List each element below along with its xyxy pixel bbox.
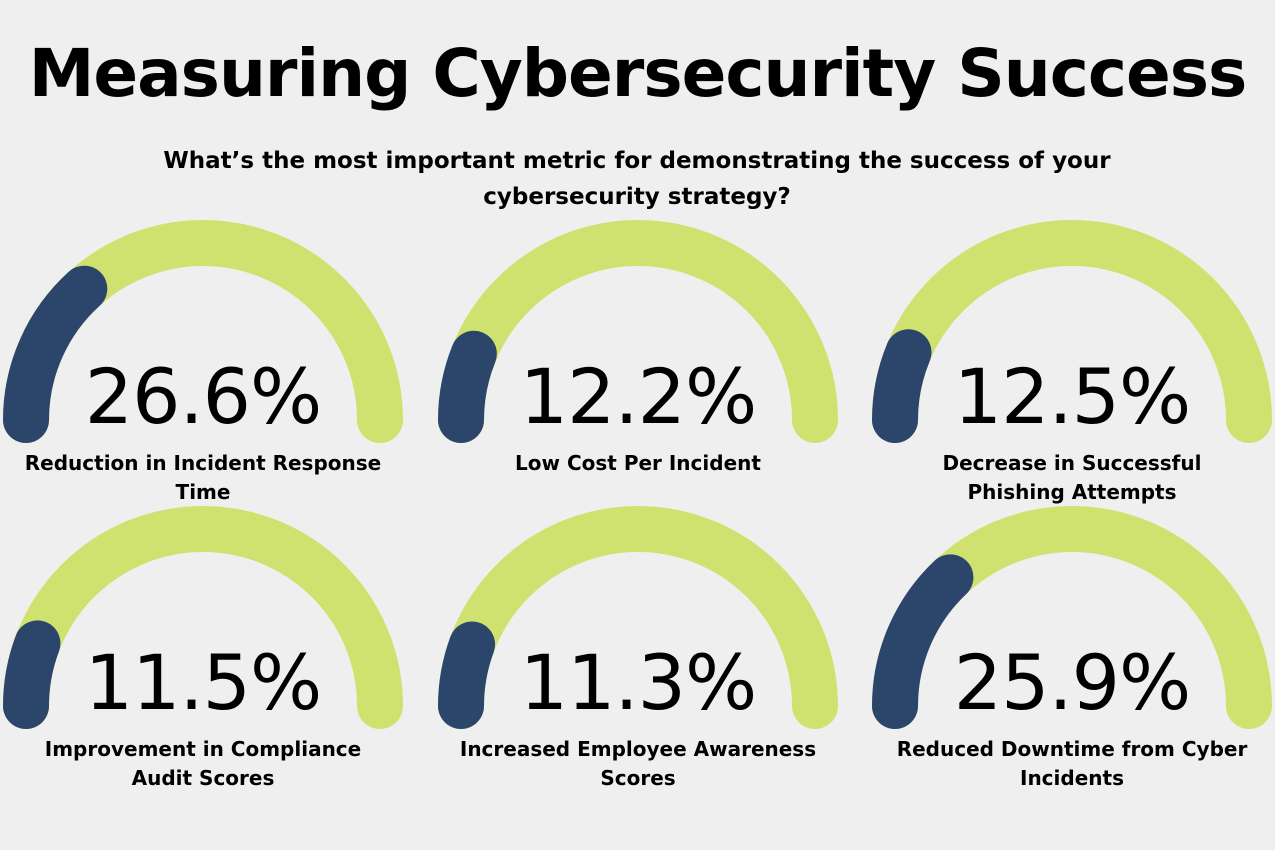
gauge-label: Decrease in Successful Phishing Attempts bbox=[942, 451, 1202, 504]
gauge-label: Reduction in Incident Response Time bbox=[24, 451, 382, 504]
gauge-fill bbox=[438, 330, 497, 443]
gauge-value: 26.6% bbox=[84, 352, 322, 441]
gauge-value: 12.2% bbox=[519, 352, 757, 441]
gauge-employee-awareness: 11.3% Increased Employee Awareness Score… bbox=[420, 506, 856, 812]
gauge-arc bbox=[3, 506, 403, 729]
gauge-value: 12.5% bbox=[953, 352, 1191, 441]
survey-question: What’s the most important metric for dem… bbox=[163, 148, 1111, 210]
gauge-arc bbox=[872, 220, 1272, 443]
gauge-cost-per-incident: 12.2% Low Cost Per Incident bbox=[420, 220, 856, 526]
gauge-fill bbox=[3, 620, 61, 729]
gauge-phishing-attempts: 12.5% Decrease in Successful Phishing At… bbox=[854, 220, 1275, 526]
gauge-label: Reduced Downtime from Cyber Incidents bbox=[896, 737, 1248, 790]
gauge-arc bbox=[3, 220, 403, 443]
gauge-value: 11.3% bbox=[519, 638, 757, 727]
page-title: Measuring Cybersecurity Success bbox=[28, 35, 1248, 112]
gauge-fill bbox=[872, 329, 932, 443]
gauge-value: 11.5% bbox=[84, 638, 322, 727]
gauge-fill bbox=[872, 554, 974, 729]
gauge-value: 25.9% bbox=[953, 638, 1191, 727]
gauge-arc bbox=[438, 506, 838, 729]
gauge-arc bbox=[872, 506, 1272, 729]
gauge-fill bbox=[3, 265, 108, 443]
gauge-label: Improvement in Compliance Audit Scores bbox=[44, 737, 362, 790]
gauge-label: Increased Employee Awareness Scores bbox=[459, 737, 817, 790]
gauge-compliance-audit: 11.5% Improvement in Compliance Audit Sc… bbox=[0, 506, 421, 812]
gauge-reduced-downtime: 25.9% Reduced Downtime from Cyber Incide… bbox=[854, 506, 1275, 812]
gauge-fill bbox=[438, 621, 496, 729]
gauge-arc bbox=[438, 220, 838, 443]
gauge-label: Low Cost Per Incident bbox=[515, 451, 761, 475]
gauge-incident-response: 26.6% Reduction in Incident Response Tim… bbox=[0, 220, 421, 526]
